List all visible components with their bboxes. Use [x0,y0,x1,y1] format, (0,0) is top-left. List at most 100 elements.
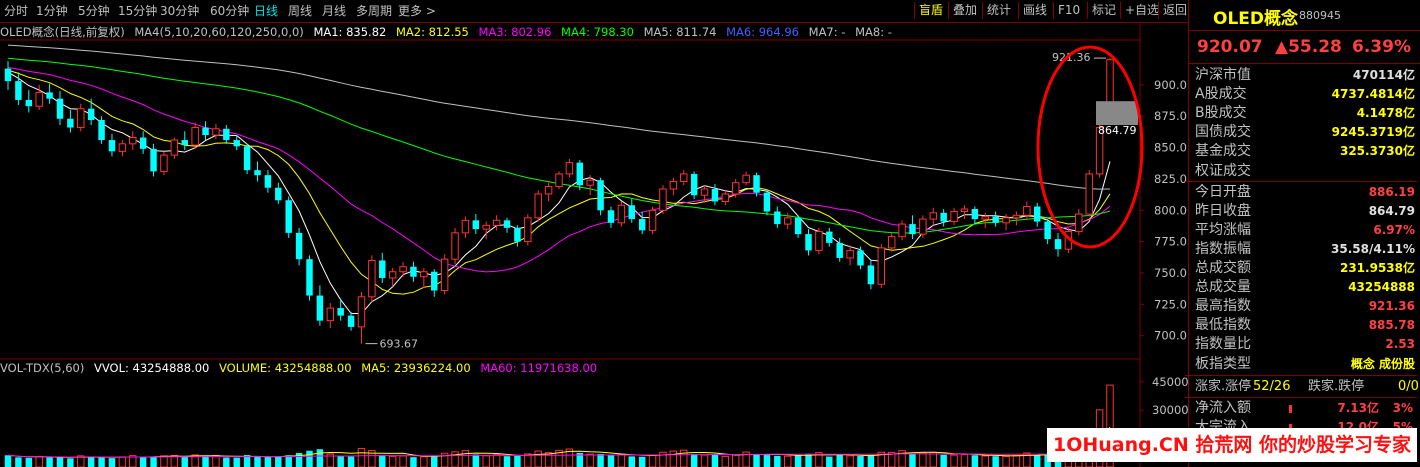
toolbar-button-6[interactable]: +自选 [1120,2,1163,19]
stat-value: 885.78 [1368,318,1415,333]
candle-body-down [1034,206,1041,222]
candle-body-up [170,139,179,156]
stat-value: 43254888 [1348,280,1415,295]
candle-body-up [846,249,854,259]
volume-bar-down [139,457,147,467]
stat-row: 权证成交 [1193,162,1417,181]
volume-bar-down [254,456,261,467]
prev-close-annotation: 864.79 [1098,124,1137,137]
volume-bar-up [77,455,85,467]
candle-body-up [700,188,709,196]
volume-bar-down [826,456,833,467]
index-name-label: OLED概念(日线,前复权) [0,25,125,39]
period-tab-6[interactable]: 日线 [254,4,279,18]
period-tab-10[interactable]: 更多 > [398,4,436,18]
volume-bar-down [275,456,282,467]
down-count-value: 0/0 [1398,378,1419,394]
candle-body-up [191,127,199,146]
volume-bar-up [534,450,542,467]
volume-bar-down [15,457,22,467]
toolbar-button-2[interactable]: 统计 [982,2,1015,19]
stat-label: A股成交 [1195,86,1247,103]
period-tab-2[interactable]: 5分钟 [78,4,110,18]
candle-body-up [524,217,532,243]
ma7-label: MA7: - [808,25,846,39]
candle-body-down [295,232,303,260]
price-change-pct: 6.39% [1352,37,1411,57]
candle-body-up [960,208,969,213]
period-tab-8[interactable]: 月线 [322,4,347,18]
volume-bar-down [794,455,802,467]
stat-value: 6.97% [1373,222,1415,237]
volume-bar-down [181,456,188,467]
candle-body-up [555,173,563,187]
toolbar-button-4[interactable]: F10 [1053,2,1084,19]
candle-body-up [919,218,927,235]
volume-bar-down [971,455,979,467]
candle-body-up [586,179,594,186]
ma-line-MA5 [7,44,1111,190]
toolbar-button-5[interactable]: 标记 [1087,2,1120,19]
period-tab-4[interactable]: 30分钟 [160,4,200,18]
stat-row: 总成交量 43254888 [1193,278,1417,297]
volume-bar-down [909,453,916,467]
volume-bar-up [929,451,937,467]
candle-body-down [337,308,344,316]
volume-bar-down [108,458,116,467]
candle-body-down [763,192,771,212]
candle-body-up [35,91,43,107]
volume-bar-up [680,449,688,467]
toolbar-button-3[interactable]: 画线 [1018,2,1051,19]
stat-row: 指数振幅 35.58/4.11% [1193,240,1417,259]
candle-body-down [909,224,916,235]
toolbar-button-0[interactable]: 盲盾 [914,2,947,19]
period-tab-5[interactable]: 60分钟 [210,4,250,18]
volume-bar-up [950,454,958,467]
volume-bar-down [576,452,584,467]
stat-value: 2.53 [1385,337,1415,352]
stat-label: 指数振幅 [1195,240,1251,257]
period-tab-9[interactable]: 多周期 [356,4,393,18]
volume-bar-down [347,456,355,467]
volume-bar-down [690,453,698,467]
candle-body-down [379,260,386,278]
volume-bar-down [233,457,240,467]
vol-tick-label: 30000 [1152,403,1188,417]
candle-body-down [25,99,33,107]
flow-label: 净流入额 [1195,399,1251,416]
toolbar-button-1[interactable]: 叠加 [948,2,981,19]
candle-body-down [223,128,230,141]
volume-bar-up [35,455,43,467]
candle-body-down [867,265,875,285]
volume-bar-up [420,456,428,467]
volume-bar-down [774,455,781,467]
volume-bar-down [98,457,105,467]
candle-body-up [929,212,937,220]
volume-bar-up [877,451,886,467]
ma-line-MA1 [7,71,1111,315]
volume-bar-up [482,455,490,467]
volume-bar-up [1002,455,1010,467]
candle-body-down [836,242,843,258]
period-tab-1[interactable]: 1分钟 [36,4,68,18]
candle-body-up [451,232,459,260]
candle-body-down [275,187,282,201]
y-tick-label: 800.0 [1154,203,1187,217]
period-tab-7[interactable]: 周线 [288,4,313,18]
period-tab-3[interactable]: 15分钟 [118,4,158,18]
volume-bar-up [440,452,449,467]
period-tab-0[interactable]: 分时 [4,4,29,18]
stat-label: 权证成交 [1195,162,1251,179]
volume-bar-up [960,454,969,467]
candle-body-up [129,137,137,145]
volume-bar-up [659,451,667,467]
toolbar-button-7[interactable]: 返回 [1158,2,1191,19]
candle-body-down [805,234,812,251]
volume-bar-down [628,456,635,467]
volume-ma-line [7,426,1111,458]
candle-body-up [732,182,740,195]
candle-body-down [774,211,781,225]
stat-row: 国债成交 9245.3719亿 [1193,123,1417,142]
candle-body-down [56,98,64,119]
candle-body-down [285,200,292,233]
